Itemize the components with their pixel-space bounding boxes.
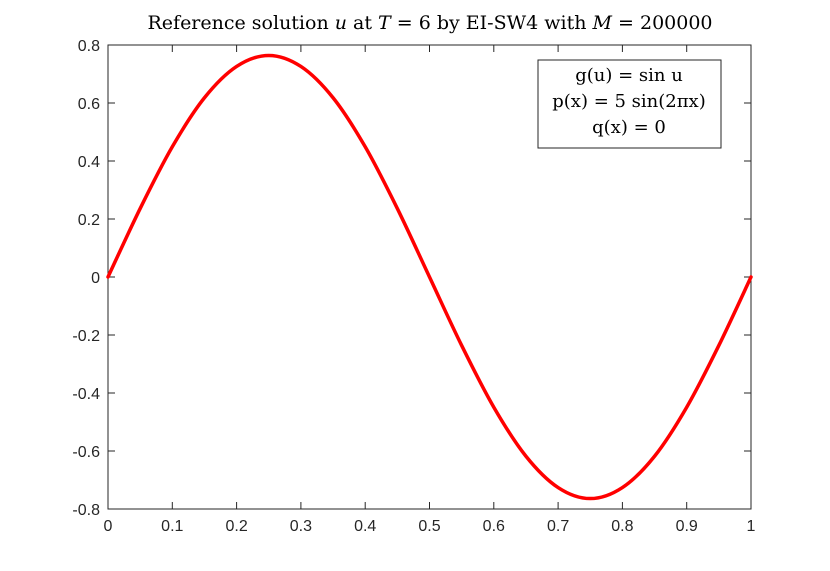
annotation-line-1: g(u) = sin u — [575, 65, 683, 86]
axis-tick-labels: 0 0.1 0.2 0.3 0.4 0.5 0.6 0.7 0.8 0.9 1 0.8 0.6 0.4 0.… — [72, 38, 755, 535]
x-tick-label: 0.8 — [611, 518, 633, 535]
y-tick-label: 0.4 — [78, 154, 100, 171]
title-part-eq-M: = 200000 — [612, 12, 713, 34]
x-tick-label: 0.3 — [290, 518, 312, 535]
title-var-M: M — [592, 12, 613, 34]
y-tick-label: -0.2 — [72, 328, 100, 345]
x-tick-label: 0 — [104, 518, 113, 535]
x-tick-label: 0.6 — [483, 518, 505, 535]
title-part-pre: Reference solution — [147, 12, 334, 34]
x-tick-label: 0.4 — [354, 518, 376, 535]
title-part-eq-T: = 6 by EI-SW4 with — [391, 12, 593, 34]
axis-ticks — [107, 44, 752, 510]
x-tick-label: 0.2 — [225, 518, 247, 535]
annotation-line-2: p(x) = 5 sin(2πx) — [552, 91, 705, 112]
y-tick-label: -0.6 — [72, 444, 100, 461]
annotation-frame — [537, 59, 722, 149]
title-var-T: T — [378, 12, 392, 34]
chart-title: Reference solution u at T = 6 by EI-SW4 … — [147, 12, 712, 34]
x-tick-label: 0.1 — [161, 518, 183, 535]
x-tick-label: 1 — [747, 518, 756, 535]
title-part-at: at — [347, 12, 378, 34]
x-tick-label: 0.9 — [676, 518, 698, 535]
y-tick-label: 0.6 — [78, 96, 100, 113]
x-tick-label: 0.5 — [418, 518, 440, 535]
y-tick-label: 0.2 — [78, 212, 100, 229]
y-tick-label: 0 — [91, 270, 100, 287]
x-tick-label: 0.7 — [547, 518, 569, 535]
annotation-line-3: q(x) = 0 — [592, 117, 666, 138]
y-tick-label: -0.4 — [72, 386, 100, 403]
annotation-box: g(u) = sin u p(x) = 5 sin(2πx) q(x) = 0 — [537, 59, 722, 149]
title-var-u: u — [335, 12, 347, 34]
y-tick-label: 0.8 — [78, 38, 100, 55]
y-tick-label: -0.8 — [72, 502, 100, 519]
data-series-points — [107, 55, 752, 499]
